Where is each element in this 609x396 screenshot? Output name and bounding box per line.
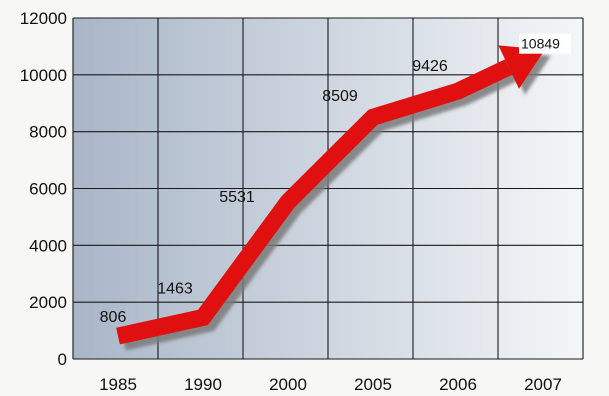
y-tick-label: 4000	[29, 236, 67, 255]
series-line	[116, 59, 513, 345]
data-label: 9426	[412, 58, 448, 75]
series-arrowhead	[498, 45, 545, 89]
data-label: 8509	[322, 88, 358, 105]
data-label: 806	[100, 309, 127, 326]
grid-lines	[72, 17, 584, 360]
y-tick-label: 0	[58, 350, 67, 369]
y-axis: 0 2000 4000 6000 8000 10000 12000	[20, 9, 67, 369]
y-tick-label: 12000	[20, 9, 67, 28]
x-tick-label: 2007	[524, 375, 562, 394]
y-tick-label: 10000	[20, 66, 67, 85]
x-tick-label: 1990	[184, 375, 222, 394]
data-label: 10849	[521, 36, 560, 52]
data-labels: 806 1463 5531 8509 9426 10849	[100, 33, 571, 326]
y-tick-label: 8000	[29, 123, 67, 142]
x-tick-label: 2005	[354, 375, 392, 394]
x-tick-label: 2006	[439, 375, 477, 394]
series-group	[116, 45, 551, 351]
y-tick-label: 6000	[29, 180, 67, 199]
x-tick-label: 2000	[269, 375, 307, 394]
data-label-box	[519, 33, 571, 54]
y-tick-label: 2000	[29, 293, 67, 312]
x-axis: 1985 1990 2000 2005 2006 2007	[99, 375, 562, 394]
data-label: 1463	[157, 280, 193, 297]
x-tick-label: 1985	[99, 375, 137, 394]
data-label: 5531	[219, 189, 255, 206]
